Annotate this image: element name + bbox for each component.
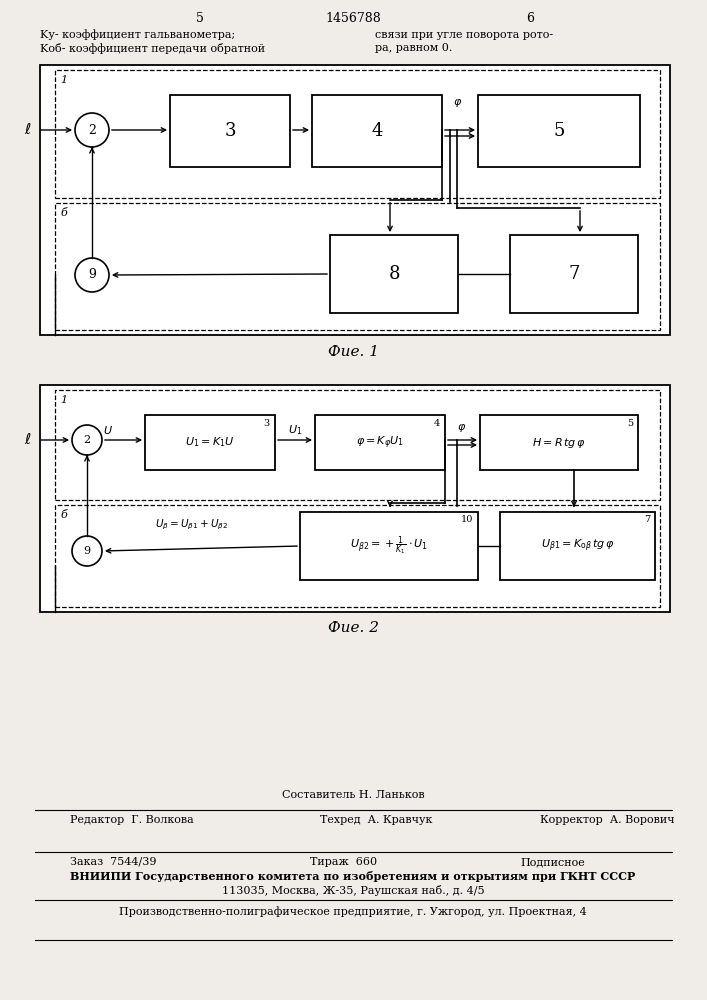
Text: 5: 5 — [554, 122, 565, 140]
Text: $\ell$: $\ell$ — [24, 432, 32, 448]
Text: Kу- коэффициент гальванометра;: Kу- коэффициент гальванометра; — [40, 30, 235, 40]
Text: 7: 7 — [568, 265, 580, 283]
Text: Заказ  7544/39: Заказ 7544/39 — [70, 857, 156, 867]
Circle shape — [72, 536, 102, 566]
Text: 3: 3 — [224, 122, 235, 140]
Circle shape — [75, 113, 109, 147]
Text: Редактор  Г. Волкова: Редактор Г. Волкова — [70, 815, 194, 825]
Text: $\varphi$: $\varphi$ — [453, 97, 462, 109]
Circle shape — [75, 258, 109, 292]
Bar — [55, 70, 660, 198]
Text: б: б — [60, 510, 66, 520]
Text: Фие. 1: Фие. 1 — [327, 345, 378, 359]
Text: Производственно-полиграфическое предприятие, г. Ужгород, ул. Проектная, 4: Производственно-полиграфическое предприя… — [119, 907, 587, 917]
Bar — [40, 385, 670, 612]
Bar — [478, 95, 640, 167]
Text: 4: 4 — [434, 418, 440, 428]
Text: $\varphi = K_\varphi U_1$: $\varphi = K_\varphi U_1$ — [356, 434, 404, 451]
Text: Корректор  А. Ворович: Корректор А. Ворович — [540, 815, 674, 825]
Text: 1456788: 1456788 — [325, 11, 381, 24]
Text: Фие. 2: Фие. 2 — [327, 621, 378, 635]
Bar — [330, 235, 458, 313]
Text: 2: 2 — [88, 123, 96, 136]
Text: $U$: $U$ — [103, 424, 113, 436]
Bar — [510, 235, 638, 313]
Text: 1: 1 — [60, 75, 67, 85]
Text: 8: 8 — [388, 265, 399, 283]
Text: 1: 1 — [60, 395, 67, 405]
Text: $U_\beta = U_{\beta 1}+U_{\beta 2}$: $U_\beta = U_{\beta 1}+U_{\beta 2}$ — [155, 518, 228, 532]
Bar — [170, 95, 290, 167]
Bar — [55, 203, 660, 330]
Bar — [315, 415, 445, 470]
Text: 5: 5 — [196, 11, 204, 24]
Bar — [145, 415, 275, 470]
Text: $U_{\beta 1}=K_{\text{о}\beta}\,tg\,\varphi$: $U_{\beta 1}=K_{\text{о}\beta}\,tg\,\var… — [541, 538, 614, 554]
Text: 10: 10 — [461, 516, 473, 524]
Bar — [480, 415, 638, 470]
Text: 2: 2 — [83, 435, 90, 445]
Text: $U_{\beta 2}=+\frac{1}{K_1}\cdot U_1$: $U_{\beta 2}=+\frac{1}{K_1}\cdot U_1$ — [350, 535, 428, 557]
Text: $\ell$: $\ell$ — [24, 122, 32, 137]
Text: ВНИИПИ Государственного комитета по изобретениям и открытиям при ГКНТ СССР: ВНИИПИ Государственного комитета по изоб… — [71, 871, 636, 882]
Text: $H = R\,tg\,\varphi$: $H = R\,tg\,\varphi$ — [532, 436, 586, 450]
Text: 5: 5 — [627, 418, 633, 428]
Bar — [55, 390, 660, 500]
Text: 7: 7 — [644, 516, 650, 524]
Text: 113035, Москва, Ж-35, Раушская наб., д. 4/5: 113035, Москва, Ж-35, Раушская наб., д. … — [222, 886, 484, 896]
Text: ра, равном 0.: ра, равном 0. — [375, 43, 452, 53]
Text: 6: 6 — [526, 11, 534, 24]
Text: 3: 3 — [264, 418, 270, 428]
Text: 9: 9 — [83, 546, 90, 556]
Text: б: б — [60, 208, 66, 218]
Text: 4: 4 — [371, 122, 382, 140]
Text: 9: 9 — [88, 268, 96, 282]
Text: $U_1 = K_1 U$: $U_1 = K_1 U$ — [185, 436, 235, 449]
Text: Подписное: Подписное — [520, 857, 585, 867]
Text: Тираж  660: Тираж 660 — [310, 857, 377, 867]
Text: связи при угле поворота рото-: связи при угле поворота рото- — [375, 30, 553, 40]
Text: Составитель Н. Ланьков: Составитель Н. Ланьков — [281, 790, 424, 800]
Bar — [300, 512, 478, 580]
Circle shape — [72, 425, 102, 455]
Text: Kоб- коэффициент передачи обратной: Kоб- коэффициент передачи обратной — [40, 42, 265, 53]
Bar — [500, 512, 655, 580]
Bar — [55, 505, 660, 607]
Text: Техред  А. Кравчук: Техред А. Кравчук — [320, 815, 433, 825]
Text: $\varphi$: $\varphi$ — [457, 422, 467, 434]
Bar — [312, 95, 442, 167]
Bar — [40, 65, 670, 335]
Text: $U_1$: $U_1$ — [288, 423, 302, 437]
